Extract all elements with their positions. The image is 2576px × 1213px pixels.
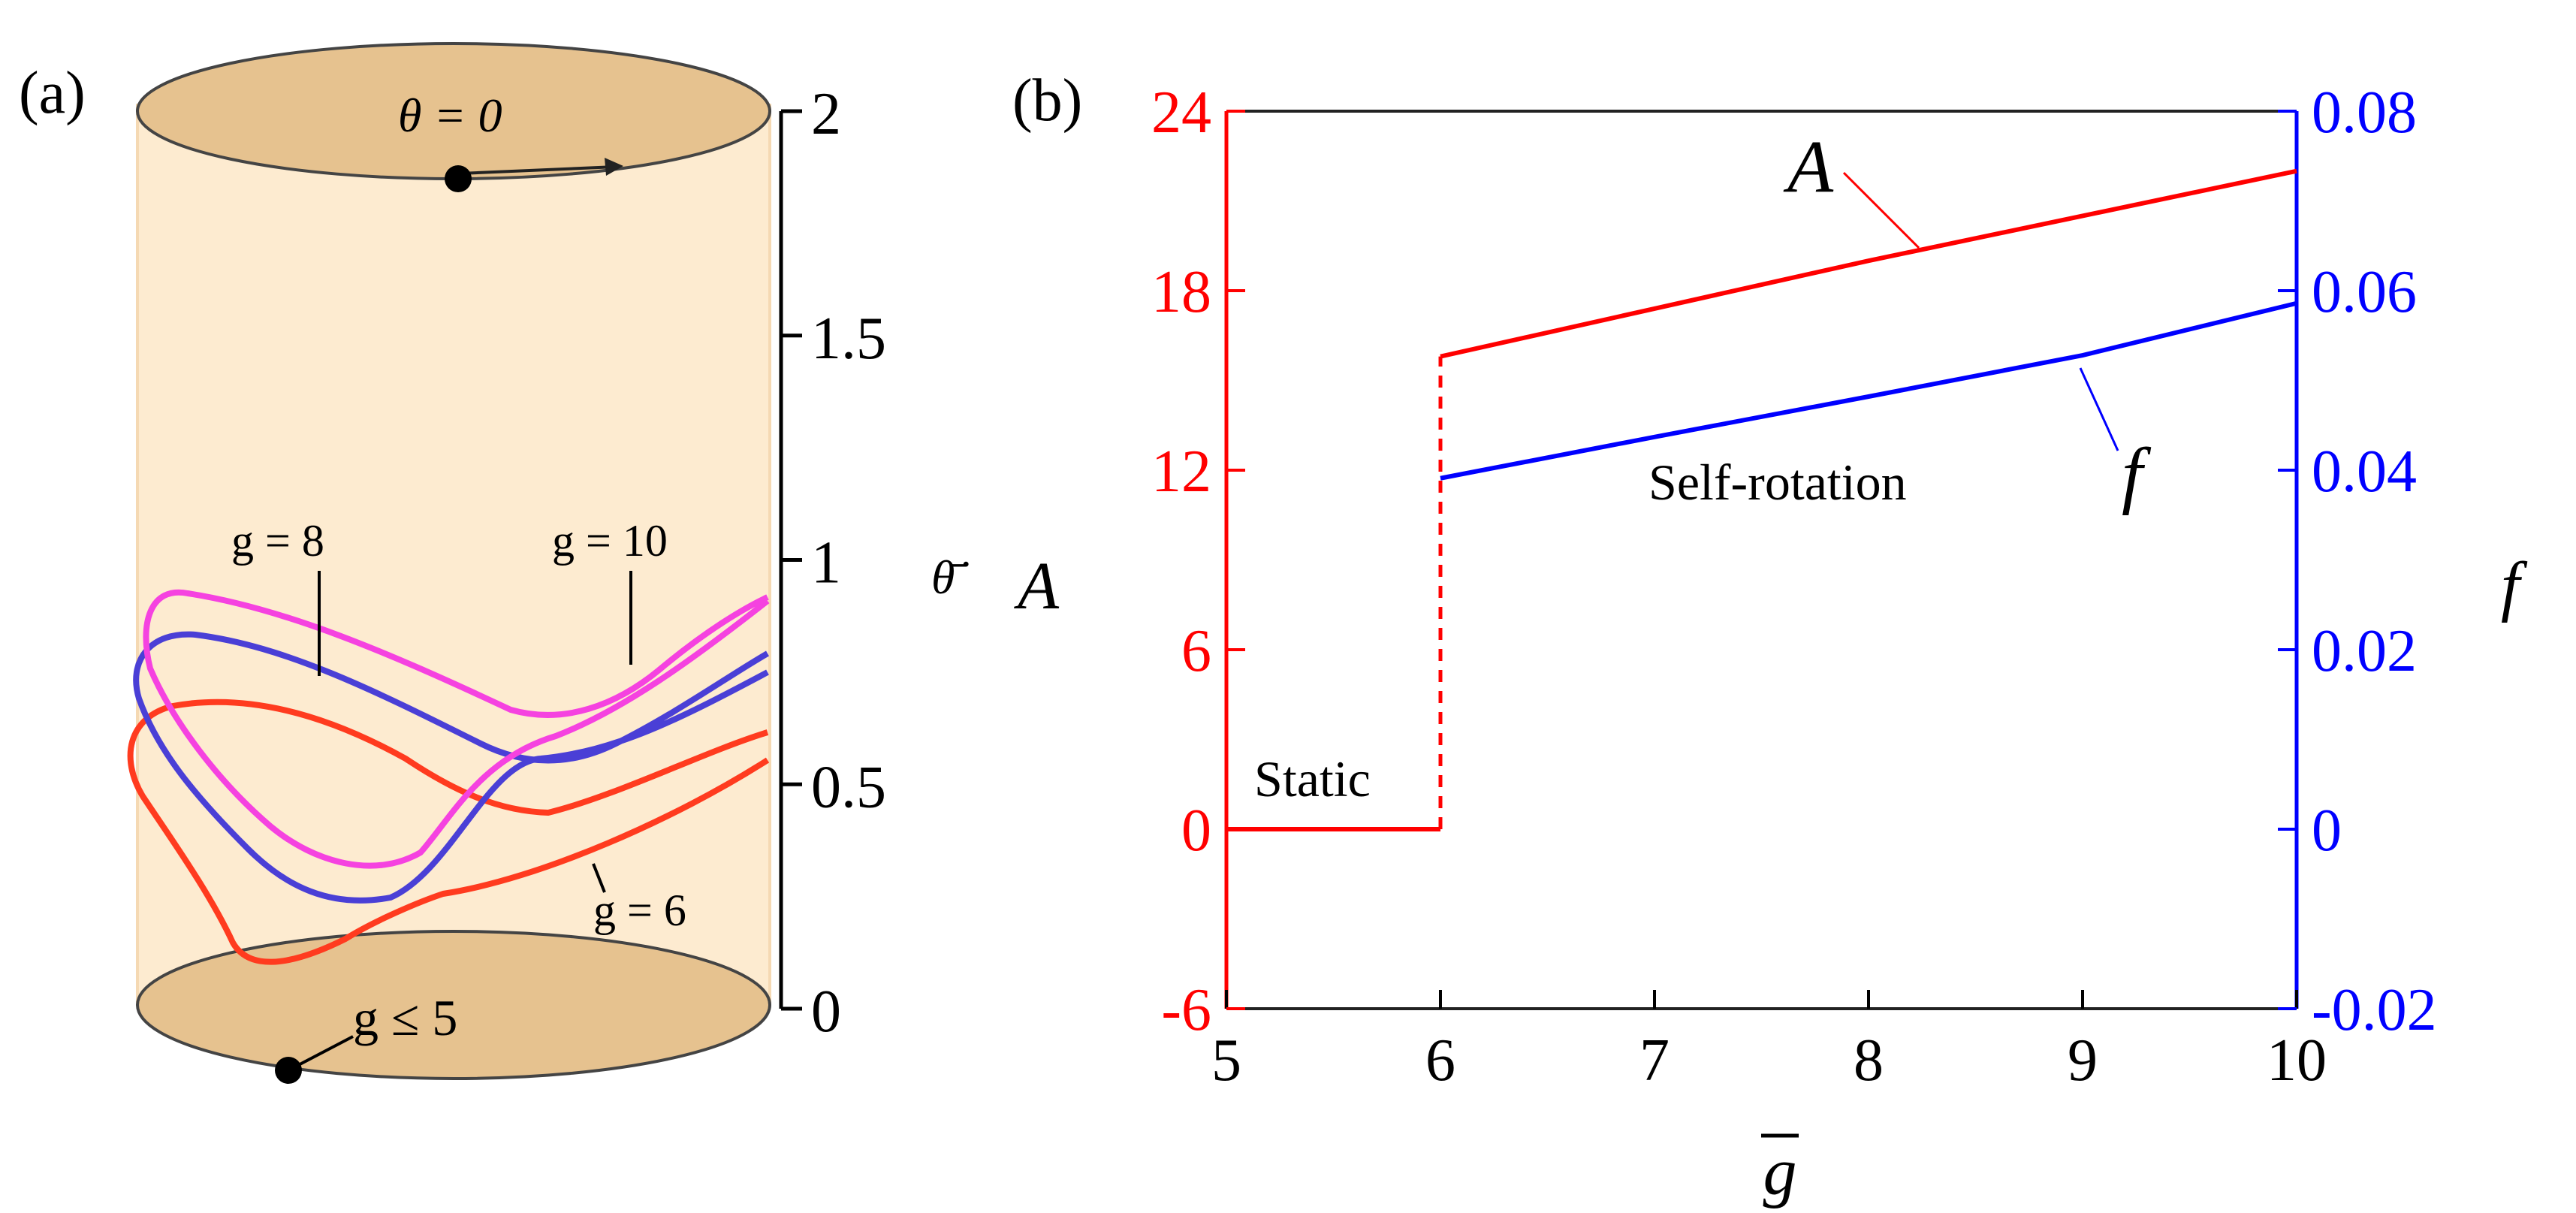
label-g5: g ≤ 5 xyxy=(353,989,457,1046)
left-y-tick-label: 6 xyxy=(1181,618,1211,684)
right-y-tick-label: 0.04 xyxy=(2312,439,2417,505)
theta-zero-label: θ = 0 xyxy=(398,89,502,142)
curve-g8 xyxy=(133,631,769,904)
label-g10: g = 10 xyxy=(552,516,668,566)
right-y-tick-label: 0.06 xyxy=(2312,259,2417,325)
panel-a-tick-label: 0.5 xyxy=(811,754,886,820)
x-axis-ticks: 5 6 7 8 9 10 xyxy=(1211,990,2327,1094)
right-y-tick-label: -0.02 xyxy=(2312,977,2437,1043)
right-axis-label: f xyxy=(2501,549,2528,623)
x-tick-label: 6 xyxy=(1425,1027,1455,1094)
panel-a-tick-label: 1.5 xyxy=(811,306,886,372)
x-tick-label: 7 xyxy=(1639,1027,1670,1094)
curve-g10 xyxy=(143,589,770,869)
series-f-line xyxy=(1440,300,2297,481)
top-arrow-head xyxy=(605,158,623,176)
left-axis-ticks: -6 0 6 12 18 24 xyxy=(1151,80,1245,1043)
plot-series xyxy=(1226,168,2297,831)
panel-a-tick-label: 0 xyxy=(811,979,841,1045)
bottom-leader xyxy=(288,1035,354,1072)
top-arrow-shaft xyxy=(459,165,617,175)
right-y-tick-label: 0.02 xyxy=(2312,618,2417,684)
panel-b: (b) 5 6 7 8 9 10 -6 0 6 12 18 24 -0.02 0 0.02 0.04 0.0… xyxy=(1012,68,2528,1209)
left-y-tick-label: -6 xyxy=(1161,977,1211,1043)
left-axis-label: A xyxy=(1014,549,1060,623)
bottom-cap xyxy=(136,930,771,1080)
label-g8: g = 8 xyxy=(231,516,324,566)
panel-a: (a) θ = 0 g ≤ 5 g = 8 g = 10 g = 6 0 0.5 1… xyxy=(19,42,969,1084)
panel-a-tick-label: 1 xyxy=(811,530,841,596)
left-y-tick-label: 12 xyxy=(1151,439,1211,505)
series-A-line xyxy=(1440,168,2297,359)
curve-g6 xyxy=(127,699,770,965)
left-y-tick-label: 18 xyxy=(1151,259,1211,325)
panel-a-axis-label: θ̄̇ xyxy=(931,551,969,604)
x-tick-label: 8 xyxy=(1854,1027,1884,1094)
leader-A xyxy=(1842,171,1920,249)
annotation-f: f xyxy=(2122,433,2152,516)
cylinder-body xyxy=(137,104,770,1005)
panel-a-tick-label: 2 xyxy=(811,81,841,147)
annotation-static: Static xyxy=(1254,750,1371,807)
leader-g6 xyxy=(592,863,606,893)
panel-b-label: (b) xyxy=(1012,68,1082,134)
label-g6: g = 6 xyxy=(593,886,686,935)
left-y-tick-label: 24 xyxy=(1151,80,1211,146)
panel-a-label: (a) xyxy=(19,60,86,126)
panel-a-scale-ticks: 0 0.5 1 1.5 2 xyxy=(781,81,886,1045)
x-tick-label: 10 xyxy=(2267,1027,2327,1094)
x-tick-label: 5 xyxy=(1211,1027,1241,1094)
annotation-self-rotation: Self-rotation xyxy=(1648,454,1907,511)
right-y-tick-label: 0.08 xyxy=(2312,80,2417,146)
x-axis-label: g xyxy=(1763,1135,1797,1209)
right-y-tick-label: 0 xyxy=(2312,798,2342,864)
top-point xyxy=(445,165,472,192)
right-axis-ticks: -0.02 0 0.02 0.04 0.06 0.08 xyxy=(2278,80,2437,1043)
left-y-tick-label: 0 xyxy=(1181,798,1211,864)
x-tick-label: 9 xyxy=(2068,1027,2098,1094)
annotation-A: A xyxy=(1783,125,1834,208)
leader-f xyxy=(2079,367,2119,451)
